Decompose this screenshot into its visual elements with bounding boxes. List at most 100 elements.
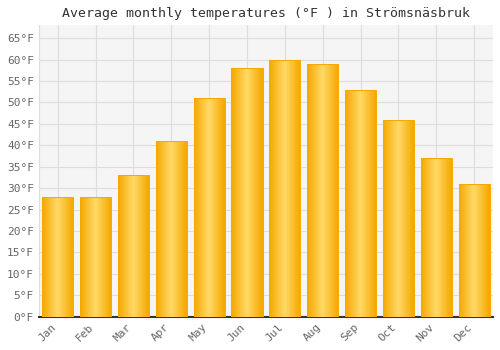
Bar <box>235 68 236 317</box>
Bar <box>350 90 352 317</box>
Bar <box>367 90 368 317</box>
Bar <box>311 64 312 317</box>
Bar <box>314 64 316 317</box>
Bar <box>89 197 90 317</box>
Bar <box>170 141 172 317</box>
Bar <box>43 197 44 317</box>
Bar <box>322 64 324 317</box>
Bar <box>329 64 330 317</box>
Bar <box>299 60 300 317</box>
Bar <box>474 184 476 317</box>
Bar <box>133 175 134 317</box>
Bar <box>285 60 286 317</box>
Bar <box>209 98 210 317</box>
Bar <box>334 64 335 317</box>
Bar <box>105 197 106 317</box>
Bar <box>211 98 212 317</box>
Bar <box>186 141 187 317</box>
Bar <box>127 175 128 317</box>
Bar <box>87 197 88 317</box>
Bar <box>396 120 397 317</box>
Bar <box>278 60 280 317</box>
Bar <box>406 120 407 317</box>
Bar <box>167 141 168 317</box>
Bar <box>326 64 327 317</box>
Bar <box>54 197 55 317</box>
Bar <box>59 197 60 317</box>
Bar <box>62 197 64 317</box>
Bar <box>110 197 111 317</box>
Bar <box>139 175 140 317</box>
Bar <box>88 197 89 317</box>
Bar <box>421 158 452 317</box>
Bar <box>320 64 321 317</box>
Bar <box>486 184 487 317</box>
Bar <box>44 197 46 317</box>
Bar <box>241 68 242 317</box>
Bar <box>64 197 65 317</box>
Bar <box>65 197 66 317</box>
Bar <box>291 60 292 317</box>
Bar <box>293 60 294 317</box>
Bar <box>358 90 360 317</box>
Bar <box>71 197 72 317</box>
Bar <box>119 175 120 317</box>
Bar <box>66 197 67 317</box>
Bar <box>172 141 173 317</box>
Bar <box>405 120 406 317</box>
Bar <box>204 98 205 317</box>
Bar <box>375 90 376 317</box>
Bar <box>232 68 234 317</box>
Bar <box>236 68 237 317</box>
Bar <box>401 120 402 317</box>
Bar <box>220 98 221 317</box>
Bar <box>480 184 481 317</box>
Bar <box>371 90 372 317</box>
Bar <box>328 64 329 317</box>
Bar <box>400 120 401 317</box>
Bar <box>126 175 127 317</box>
Bar <box>354 90 355 317</box>
Bar <box>70 197 71 317</box>
Bar <box>465 184 466 317</box>
Bar <box>42 197 43 317</box>
Bar <box>446 158 447 317</box>
Bar <box>56 197 57 317</box>
Bar <box>95 197 96 317</box>
Bar <box>470 184 471 317</box>
Bar <box>362 90 363 317</box>
Bar <box>316 64 317 317</box>
Bar <box>331 64 332 317</box>
Bar <box>194 98 224 317</box>
Bar <box>444 158 445 317</box>
Bar <box>250 68 252 317</box>
Bar <box>140 175 141 317</box>
Bar <box>469 184 470 317</box>
Bar <box>404 120 405 317</box>
Bar <box>217 98 218 317</box>
Bar <box>484 184 486 317</box>
Bar <box>123 175 124 317</box>
Bar <box>364 90 365 317</box>
Bar <box>141 175 142 317</box>
Bar <box>194 98 195 317</box>
Bar <box>244 68 245 317</box>
Bar <box>478 184 479 317</box>
Bar <box>437 158 438 317</box>
Bar <box>428 158 429 317</box>
Bar <box>372 90 373 317</box>
Bar <box>104 197 105 317</box>
Bar <box>348 90 349 317</box>
Bar <box>450 158 451 317</box>
Bar <box>363 90 364 317</box>
Bar <box>199 98 200 317</box>
Bar <box>461 184 462 317</box>
Bar <box>296 60 298 317</box>
Bar <box>102 197 103 317</box>
Bar <box>145 175 146 317</box>
Bar <box>442 158 443 317</box>
Bar <box>103 197 104 317</box>
Bar <box>385 120 386 317</box>
Bar <box>488 184 489 317</box>
Bar <box>242 68 244 317</box>
